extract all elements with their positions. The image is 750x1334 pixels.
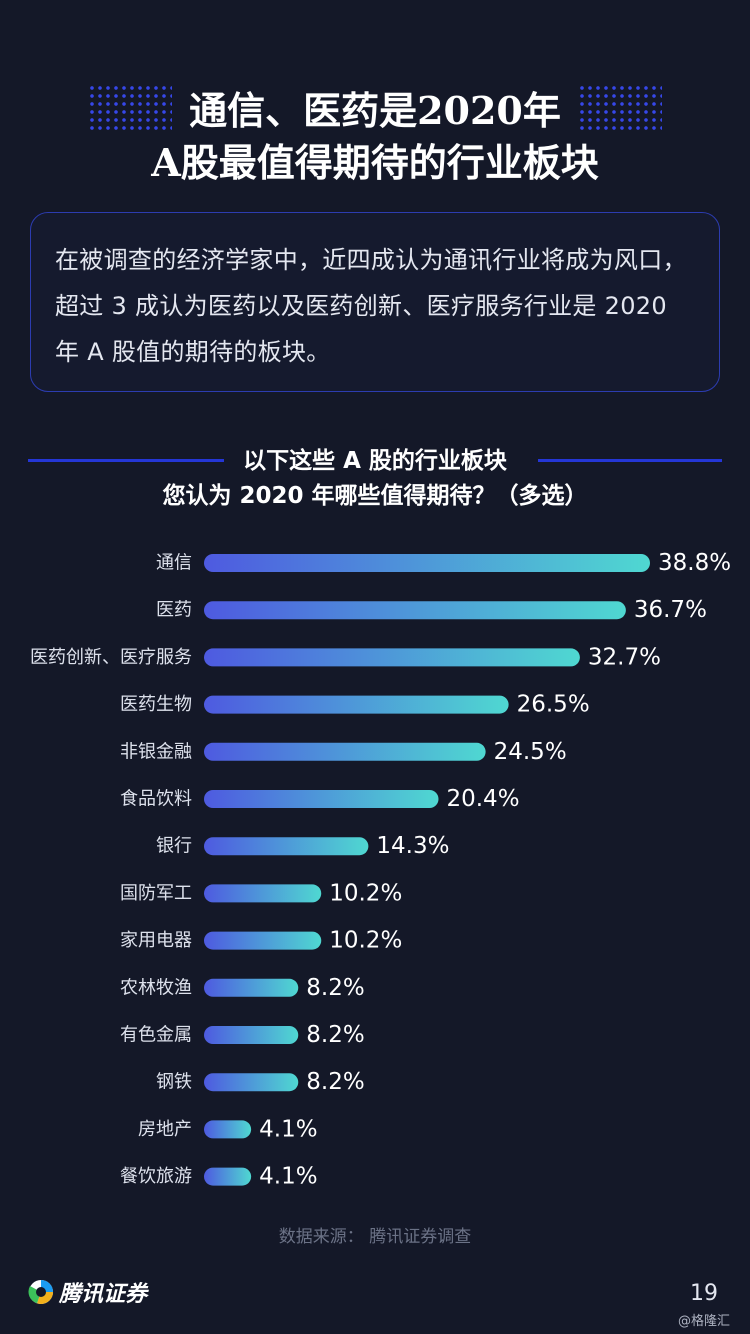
value-label: 8.2%	[306, 975, 364, 1001]
category-label: 食品饮料	[120, 789, 192, 810]
category-label: 国防军工	[120, 883, 192, 904]
category-label: 银行	[156, 836, 192, 857]
decorative-dots-right	[578, 84, 662, 134]
bar-chart: 通信 38.8% 医药 36.7% 医药创新、医疗服务 32.7% 医药生物 26.5% 非银金…	[30, 550, 731, 1190]
category-label: 医药生物	[120, 694, 192, 715]
value-label: 8.2%	[306, 1069, 364, 1095]
value-label: 8.2%	[306, 1022, 364, 1048]
value-label: 4.1%	[259, 1164, 317, 1190]
category-label: 非银金融	[120, 741, 192, 762]
category-label: 有色金属	[120, 1025, 192, 1046]
tencent-logo-icon	[28, 1280, 53, 1304]
bar	[204, 790, 439, 808]
bar	[204, 1073, 299, 1092]
value-label: 32.7%	[588, 644, 661, 670]
value-label: 10.2%	[329, 880, 402, 906]
summary-box: 在被调查的经济学家中，近四成认为通讯行业将成为风口，超过 3 成认为医药以及医药…	[30, 212, 720, 392]
divider-right	[538, 459, 722, 462]
value-label: 4.1%	[259, 1116, 317, 1142]
summary-text: 在被调查的经济学家中，近四成认为通讯行业将成为风口，超过 3 成认为医药以及医药…	[55, 246, 687, 366]
page-title-line1: 通信、医药是2020年	[189, 88, 561, 133]
bar	[204, 931, 322, 950]
value-label: 20.4%	[446, 786, 519, 812]
category-label: 医药创新、医疗服务	[30, 647, 192, 668]
bar	[204, 695, 509, 714]
brand-name: 腾讯证券	[59, 1282, 148, 1307]
category-label: 通信	[156, 553, 192, 574]
divider-left	[28, 459, 224, 462]
value-label: 26.5%	[517, 692, 590, 718]
bar	[204, 1167, 252, 1186]
value-label: 14.3%	[376, 833, 449, 859]
category-label: 农林牧渔	[120, 977, 192, 998]
category-label: 钢铁	[156, 1072, 192, 1093]
value-label: 10.2%	[329, 928, 402, 954]
category-label: 家用电器	[120, 930, 192, 951]
category-label: 餐饮旅游	[120, 1166, 192, 1187]
survey-question-line2: 您认为 2020 年哪些值得期待？（多选）	[162, 483, 588, 509]
value-label: 38.8%	[658, 550, 731, 576]
data-source: 数据来源： 腾讯证券调查	[278, 1227, 472, 1247]
page-number: 19	[690, 1281, 718, 1306]
watermark: @格隆汇	[678, 1314, 731, 1329]
bar	[204, 648, 580, 667]
survey-question-line1: 以下这些 A 股的行业板块	[243, 448, 507, 474]
bar	[204, 837, 369, 856]
bar	[204, 742, 486, 761]
bar	[204, 884, 322, 903]
category-label: 房地产	[138, 1119, 192, 1140]
decorative-dots-left	[88, 84, 172, 134]
brand-logo: 腾讯证券	[28, 1276, 147, 1308]
bar	[204, 601, 626, 620]
bar	[204, 1026, 299, 1044]
bar	[204, 554, 650, 572]
page-title-line2: A股最值得期待的行业板块	[151, 140, 599, 185]
value-label: 24.5%	[494, 739, 567, 765]
value-label: 36.7%	[634, 597, 707, 623]
bar	[204, 1120, 252, 1139]
category-label: 医药	[156, 600, 192, 621]
bar	[204, 978, 299, 997]
